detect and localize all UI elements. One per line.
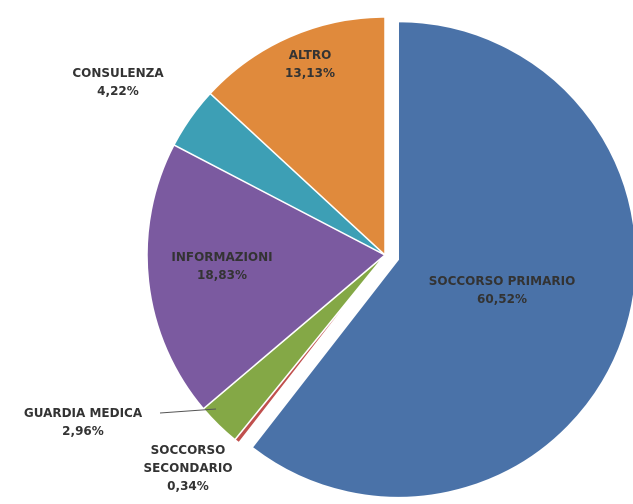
slice-value: 2,96% <box>62 424 104 438</box>
slice-label: INFORMAZIONI 18,83% <box>171 248 272 284</box>
slice-name: SOCCORSO SECONDARIO <box>143 443 233 475</box>
slice-label: ALTRO 13,13% <box>285 46 335 82</box>
slice-name: SOCCORSO PRIMARIO <box>428 274 576 288</box>
leader-line <box>159 408 217 414</box>
slice-value: 18,83% <box>197 268 247 282</box>
slice-name: ALTRO <box>288 48 332 62</box>
slice-name: INFORMAZIONI <box>171 250 273 264</box>
pie-slice <box>209 16 386 257</box>
slice-name: GUARDIA MEDICA <box>23 406 143 420</box>
slice-value: 13,13% <box>285 66 335 80</box>
pie-slice <box>251 20 633 499</box>
slice-label: SOCCORSO SECONDARIO 0,34% <box>138 441 238 495</box>
slice-value: 60,52% <box>477 292 527 306</box>
slice-value: 0,34% <box>167 479 209 493</box>
slice-label: GUARDIA MEDICA 2,96% <box>24 404 142 440</box>
slice-label: SOCCORSO PRIMARIO 60,52% <box>429 272 576 308</box>
slice-value: 4,22% <box>97 84 139 98</box>
pie-slice <box>146 143 387 410</box>
slice-name: CONSULENZA <box>72 66 164 80</box>
slice-label: CONSULENZA 4,22% <box>72 64 163 100</box>
